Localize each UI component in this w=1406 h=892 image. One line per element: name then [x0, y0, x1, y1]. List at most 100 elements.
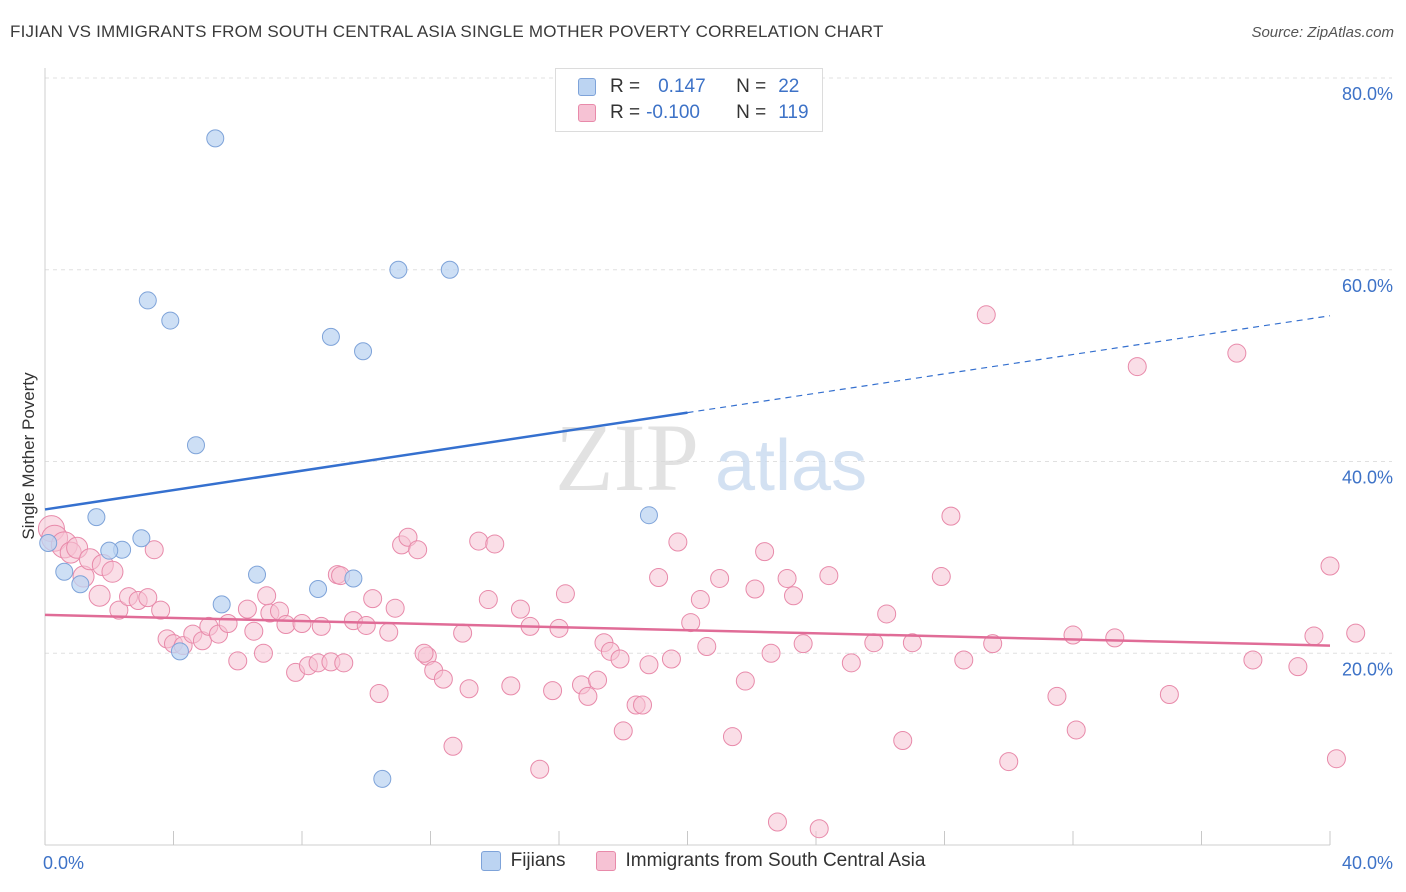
pink-point [755, 542, 775, 562]
pink-point [244, 621, 264, 641]
pink-point [1304, 626, 1324, 646]
pink-point [379, 622, 399, 642]
pink-point [385, 598, 405, 618]
pink-point [1320, 556, 1340, 576]
pink-point [334, 653, 354, 673]
pink-trend-line [44, 613, 1331, 647]
legend-n-value: 22 [778, 76, 800, 97]
stats-legend: R = 0.147 N = 22 R = -0.100 N = 119 [555, 68, 823, 132]
pink-point [745, 579, 765, 599]
legend-n-label: N = [736, 76, 767, 97]
pink-point [578, 686, 598, 706]
pink-point [459, 679, 479, 699]
pink-point [761, 643, 781, 663]
pink-point [877, 604, 897, 624]
legend-r-value: -0.100 [646, 102, 700, 123]
pink-point [228, 651, 248, 671]
pink-point [276, 614, 296, 634]
pink-point [864, 633, 884, 653]
trend-lines [44, 315, 1331, 647]
pink-point [681, 613, 701, 633]
blue-point [87, 508, 106, 527]
pink-point [777, 568, 797, 588]
pink-point [588, 670, 608, 690]
legend-r-value: 0.147 [658, 76, 706, 97]
blue-point [186, 436, 205, 455]
x-tick-label: 40.0% [1342, 853, 1393, 873]
pink-point [819, 566, 839, 586]
pink-point [109, 600, 129, 620]
chart-title: FIJIAN VS IMMIGRANTS FROM SOUTH CENTRAL … [10, 22, 884, 41]
pink-point [931, 567, 951, 587]
pink-point [976, 305, 996, 325]
blue-point [161, 311, 180, 330]
pink-point [1159, 684, 1179, 704]
pink-point [478, 590, 498, 610]
pink-point [356, 615, 376, 635]
pink-series-points [37, 305, 1366, 839]
pink-point [809, 819, 829, 839]
pink-point [1066, 720, 1086, 740]
pink-point [784, 586, 804, 606]
pink-point [735, 671, 755, 691]
pink-point [649, 568, 669, 588]
pink-point [722, 727, 742, 747]
y-tick-label: 40.0% [1342, 468, 1393, 488]
pink-point [793, 634, 813, 654]
pink-point [841, 653, 861, 673]
blue-point [354, 342, 373, 361]
blue-trend-extension [687, 315, 1331, 414]
legend-row-immigrants: R = -0.100 N = 119 [578, 100, 809, 126]
pink-point [999, 752, 1019, 772]
pink-point [902, 633, 922, 653]
pink-point [710, 568, 730, 588]
pink-point [414, 643, 434, 663]
pink-point [767, 812, 787, 832]
blue-point [321, 327, 340, 346]
blue-point [138, 291, 157, 310]
watermark-atlas: atlas [715, 426, 867, 506]
pink-point [292, 614, 312, 634]
blue-point [639, 506, 658, 525]
pink-point [501, 676, 521, 696]
pink-point [668, 532, 688, 552]
blue-point [132, 529, 151, 548]
legend-swatch-pink [578, 104, 596, 122]
pink-point [1105, 628, 1125, 648]
y-axis-label: Single Mother Poverty [19, 372, 38, 540]
blue-series-points [39, 129, 658, 788]
blue-point [206, 129, 225, 148]
pink-point [639, 655, 659, 675]
pink-point [237, 599, 257, 619]
blue-point [440, 260, 459, 279]
pink-point [88, 584, 111, 607]
pink-point [543, 681, 563, 701]
blue-point [212, 595, 231, 614]
y-tick-label: 80.0% [1342, 84, 1393, 104]
legend-row-fijians: R = 0.147 N = 22 [578, 74, 799, 100]
pink-point [151, 600, 171, 620]
pink-point [363, 589, 383, 609]
legend-n-label: N = [736, 102, 767, 123]
legend-swatch-pink [595, 851, 616, 871]
blue-point [309, 580, 328, 599]
series-legend: Fijians Immigrants from South Central As… [0, 850, 1406, 872]
legend-swatch-blue [480, 851, 501, 871]
blue-trend-line [44, 411, 688, 511]
blue-point [55, 562, 74, 581]
legend-swatch-blue [578, 78, 596, 96]
pink-point [1227, 343, 1247, 363]
grid-lines [45, 77, 1392, 654]
pink-point [257, 586, 277, 606]
blue-point [100, 541, 119, 560]
legend-r-label: R = [610, 76, 641, 97]
pink-point [510, 599, 530, 619]
blue-point [71, 575, 90, 594]
y-tick-label: 20.0% [1342, 659, 1393, 679]
blue-point [170, 642, 189, 661]
legend-r-label: R = [610, 102, 641, 123]
blue-point [344, 569, 363, 588]
pink-point [610, 649, 630, 669]
pink-point [1346, 623, 1366, 643]
